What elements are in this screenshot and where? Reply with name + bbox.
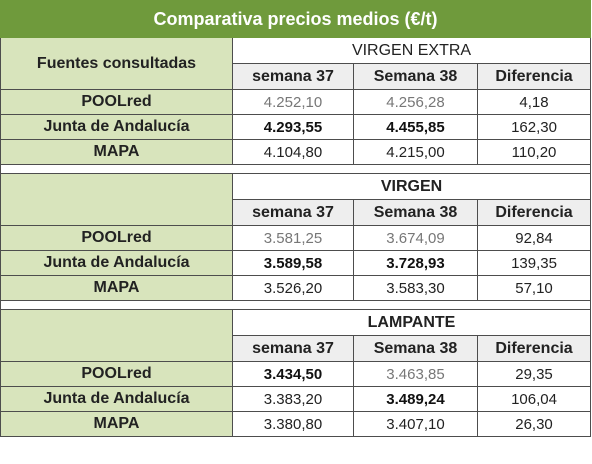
week37-value: 3.581,25 xyxy=(232,225,354,251)
column-header-week37: semana 37 xyxy=(232,199,354,226)
difference-value: 57,10 xyxy=(476,275,592,301)
week37-value: 4.252,10 xyxy=(232,89,354,115)
difference-value: 26,30 xyxy=(476,411,592,437)
sources-header: Fuentes consultadas xyxy=(0,37,233,90)
section-spacer xyxy=(0,164,592,174)
week38-value: 3.728,93 xyxy=(353,250,478,276)
column-header-week37: semana 37 xyxy=(232,63,354,90)
section-spacer xyxy=(0,300,592,310)
week37-value: 3.589,58 xyxy=(232,250,354,276)
week38-value: 3.489,24 xyxy=(353,386,478,412)
difference-value: 139,35 xyxy=(476,250,592,276)
column-header-difference: Diferencia xyxy=(476,63,592,90)
source-name: POOLred xyxy=(0,89,233,115)
week37-value: 3.434,50 xyxy=(232,361,354,387)
week38-value: 3.583,30 xyxy=(353,275,478,301)
column-header-week38: Semana 38 xyxy=(353,63,478,90)
column-header-week38: Semana 38 xyxy=(353,199,478,226)
week37-value: 3.380,80 xyxy=(232,411,354,437)
table-row: MAPA 4.104,80 4.215,00 110,20 xyxy=(0,139,592,165)
section-title-virgen: VIRGEN xyxy=(231,173,592,200)
week38-value: 3.463,85 xyxy=(353,361,478,387)
week37-value: 3.383,20 xyxy=(232,386,354,412)
source-name: MAPA xyxy=(0,411,233,437)
table-row: Junta de Andalucía 3.383,20 3.489,24 106… xyxy=(0,386,592,412)
column-header-week37: semana 37 xyxy=(232,335,354,362)
section-title-virgen-extra: VIRGEN EXTRA xyxy=(231,37,592,64)
week38-value: 4.256,28 xyxy=(353,89,478,115)
week37-value: 4.104,80 xyxy=(232,139,354,165)
column-header-difference: Diferencia xyxy=(476,335,592,362)
table-row: POOLred 4.252,10 4.256,28 4,18 xyxy=(0,89,592,115)
table-row: MAPA 3.526,20 3.583,30 57,10 xyxy=(0,275,592,301)
difference-value: 110,20 xyxy=(476,139,592,165)
difference-value: 106,04 xyxy=(476,386,592,412)
source-name: POOLred xyxy=(0,361,233,387)
source-name: Junta de Andalucía xyxy=(0,114,233,140)
table-row: MAPA 3.380,80 3.407,10 26,30 xyxy=(0,411,592,437)
section-title-lampante: LAMPANTE xyxy=(231,309,592,336)
week37-value: 3.526,20 xyxy=(232,275,354,301)
price-comparison-table: Comparativa precios medios (€/t) Fuentes… xyxy=(0,0,592,437)
week38-value: 4.215,00 xyxy=(353,139,478,165)
table-row: POOLred 3.581,25 3.674,09 92,84 xyxy=(0,225,592,251)
table-row: Junta de Andalucía 3.589,58 3.728,93 139… xyxy=(0,250,592,276)
sources-header-blank xyxy=(0,309,233,362)
column-header-week38: Semana 38 xyxy=(353,335,478,362)
source-name: Junta de Andalucía xyxy=(0,386,233,412)
table-row: POOLred 3.434,50 3.463,85 29,35 xyxy=(0,361,592,387)
source-name: MAPA xyxy=(0,275,233,301)
source-name: Junta de Andalucía xyxy=(0,250,233,276)
source-name: MAPA xyxy=(0,139,233,165)
week38-value: 4.455,85 xyxy=(353,114,478,140)
source-name: POOLred xyxy=(0,225,233,251)
week37-value: 4.293,55 xyxy=(232,114,354,140)
difference-value: 29,35 xyxy=(476,361,592,387)
week38-value: 3.674,09 xyxy=(353,225,478,251)
column-header-difference: Diferencia xyxy=(476,199,592,226)
difference-value: 162,30 xyxy=(476,114,592,140)
difference-value: 92,84 xyxy=(476,225,592,251)
table-title: Comparativa precios medios (€/t) xyxy=(0,0,592,38)
table-row: Junta de Andalucía 4.293,55 4.455,85 162… xyxy=(0,114,592,140)
difference-value: 4,18 xyxy=(476,89,592,115)
week38-value: 3.407,10 xyxy=(353,411,478,437)
sources-header-blank xyxy=(0,173,233,226)
